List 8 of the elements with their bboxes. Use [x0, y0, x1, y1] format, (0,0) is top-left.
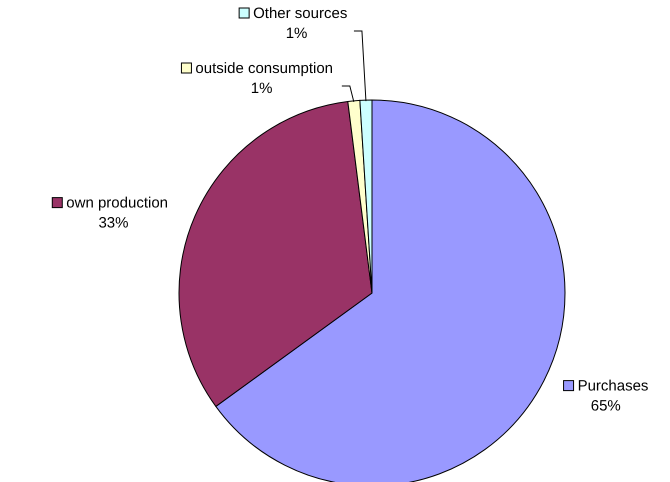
data-label: 1%	[250, 80, 272, 97]
legend-label: outside consumption	[195, 60, 334, 77]
data-label: 1%	[286, 25, 308, 42]
legend-label: own production	[66, 194, 168, 212]
data-label: 65%	[590, 398, 621, 415]
legend-label: Purchases	[578, 378, 648, 395]
legend-label: Other sources	[253, 5, 348, 22]
data-label: 33%	[98, 214, 128, 232]
